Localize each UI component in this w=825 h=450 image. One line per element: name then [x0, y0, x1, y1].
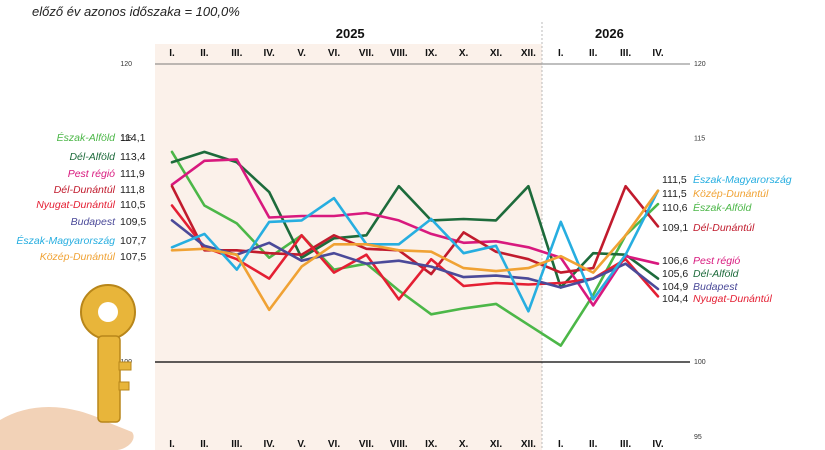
series-line-0: [170, 150, 660, 347]
x-tick-top-2: III.: [231, 48, 242, 59]
left-series-name-3: Dél-Dunántúl: [54, 184, 116, 196]
year-label-2026: 2026: [595, 26, 624, 41]
y-tick-left-120: 120: [120, 61, 132, 68]
year-label-2025: 2025: [336, 26, 365, 41]
key-illustration: [0, 284, 136, 450]
x-tick-top-14: III.: [620, 48, 631, 59]
right-series-name-3: Dél-Dunántúl: [693, 222, 755, 234]
right-series-name-1: Dél-Alföld: [693, 268, 740, 280]
x-tick-bottom-10: XI.: [490, 439, 502, 450]
left-series-name-0: Észak-Alföld: [57, 131, 117, 144]
x-tick-bottom-2: III.: [231, 439, 242, 450]
x-tick-top-1: II.: [200, 48, 209, 59]
x-tick-bottom-15: IV.: [652, 439, 664, 450]
right-series-name-6: Észak-Magyarország: [693, 173, 792, 186]
key-hole: [98, 302, 118, 322]
left-series-value-1: 113,4: [120, 151, 146, 163]
x-tick-top-10: XI.: [490, 48, 502, 59]
x-tick-bottom-11: XII.: [521, 439, 536, 450]
left-series-name-5: Budapest: [71, 216, 116, 228]
series-line-5: [170, 219, 660, 291]
left-series-value-5: 109,5: [120, 216, 146, 228]
right-series-value-6: 111,5: [662, 174, 687, 186]
right-series-value-4: 104,4: [662, 293, 688, 305]
left-series-value-0: 114,1: [120, 132, 146, 144]
left-series-name-2: Pest régió: [68, 168, 115, 180]
series-line-4: [170, 204, 660, 301]
x-tick-bottom-4: V.: [297, 439, 306, 450]
y-tick-left-115: 115: [121, 136, 132, 143]
x-tick-top-6: VII.: [359, 48, 374, 59]
x-tick-bottom-8: IX.: [425, 439, 437, 450]
key-tooth-1: [118, 361, 132, 371]
y-tick-right-100: 100: [694, 359, 706, 366]
left-series-name-7: Közép-Dunántúl: [40, 251, 116, 263]
right-series-name-2: Pest régió: [693, 255, 740, 267]
x-tick-top-9: X.: [459, 48, 469, 59]
x-tick-bottom-1: II.: [200, 439, 209, 450]
left-series-value-7: 107,5: [120, 251, 146, 263]
left-series-name-4: Nyugat-Dunántúl: [36, 199, 115, 211]
x-tick-top-15: IV.: [652, 48, 664, 59]
left-series-name-6: Észak-Magyarország: [16, 234, 115, 247]
x-tick-top-7: VIII.: [390, 48, 408, 59]
x-tick-bottom-14: III.: [620, 439, 631, 450]
series-line-6: [170, 189, 660, 313]
y-tick-right-120: 120: [694, 61, 706, 68]
right-series-name-4: Nyugat-Dunántúl: [693, 293, 772, 305]
x-tick-top-5: VI.: [328, 48, 340, 59]
right-series-name-7: Közép-Dunántúl: [693, 188, 769, 200]
right-series-value-1: 105,6: [662, 268, 688, 280]
x-tick-top-11: XII.: [521, 48, 536, 59]
right-series-value-3: 109,1: [662, 222, 688, 234]
x-tick-bottom-6: VII.: [359, 439, 374, 450]
right-series-name-0: Észak-Alföld: [693, 201, 753, 214]
right-series-value-5: 104,9: [662, 281, 688, 293]
left-series-value-4: 110,5: [120, 199, 146, 211]
y-tick-right-95: 95: [694, 434, 702, 441]
right-series-name-5: Budapest: [693, 281, 738, 293]
right-series-value-7: 111,5: [662, 188, 687, 200]
year-2025-band: [155, 44, 542, 450]
x-tick-bottom-13: II.: [589, 439, 598, 450]
left-series-value-6: 107,7: [120, 235, 146, 247]
hand-shape: [0, 406, 134, 450]
x-tick-top-3: IV.: [264, 48, 276, 59]
x-tick-bottom-9: X.: [459, 439, 469, 450]
x-tick-bottom-0: I.: [169, 439, 175, 450]
key-shaft: [97, 335, 121, 423]
right-series-value-0: 110,6: [662, 202, 688, 214]
x-tick-bottom-7: VIII.: [390, 439, 408, 450]
x-tick-top-0: I.: [169, 48, 175, 59]
right-series-value-2: 106,6: [662, 255, 688, 267]
x-tick-top-8: IX.: [425, 48, 437, 59]
left-series-name-1: Dél-Alföld: [69, 151, 116, 163]
x-tick-top-13: II.: [589, 48, 598, 59]
series-line-3: [170, 184, 660, 276]
key-tooth-2: [118, 381, 130, 391]
y-tick-right-115: 115: [694, 136, 705, 143]
x-tick-bottom-12: I.: [558, 439, 564, 450]
x-tick-bottom-3: IV.: [264, 439, 276, 450]
x-tick-top-4: V.: [297, 48, 306, 59]
series-line-7: [170, 189, 660, 312]
left-series-value-2: 111,9: [120, 168, 145, 180]
chart-subtitle: előző év azonos időszaka = 100,0%: [32, 4, 240, 19]
x-tick-top-12: I.: [558, 48, 564, 59]
x-tick-bottom-5: VI.: [328, 439, 340, 450]
left-series-value-3: 111,8: [120, 184, 145, 196]
